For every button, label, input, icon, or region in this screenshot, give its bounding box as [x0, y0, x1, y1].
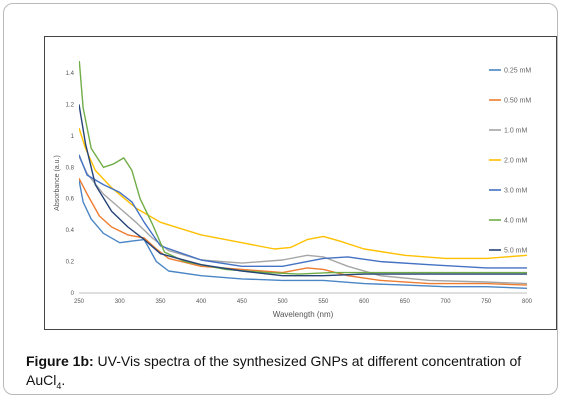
legend-label: 3.0 mM [504, 188, 528, 195]
x-tick-label: 400 [196, 299, 207, 305]
x-tick-label: 350 [155, 299, 166, 305]
legend-label: 2.0 mM [504, 158, 528, 165]
series-line-2 [79, 156, 528, 285]
uv-vis-chart: 250 300 350 400 450 500 550 600 650 700 750 800 0 0.2… [54, 61, 533, 319]
y-tick-label: 0.6 [66, 197, 75, 203]
y-tick-label: 0 [71, 291, 75, 297]
legend-label: 5.0 mM [504, 248, 528, 255]
x-tick-label: 800 [522, 299, 533, 305]
y-tick-label: 0.2 [66, 260, 75, 266]
series-line-0 [79, 179, 528, 289]
x-tick-label: 550 [318, 299, 329, 305]
series-line-4 [79, 154, 527, 269]
caption-period: . [61, 372, 66, 388]
y-axis-title: Absorbance (a.u.) [54, 155, 61, 211]
x-tick-label: 300 [115, 299, 126, 305]
legend-label: 0.50 mM [504, 98, 531, 105]
chart-panel: 250 300 350 400 450 500 550 600 650 700 750 800 0 0.2… [44, 36, 557, 330]
figure-caption: Figure 1b: UV-Vis spectra of the synthes… [26, 352, 552, 396]
legend-label: 4.0 mM [504, 218, 528, 225]
y-tick-label: 0.4 [66, 228, 75, 234]
x-tick-label: 450 [237, 299, 248, 305]
caption-label: Figure 1b: [26, 353, 94, 369]
caption-text: UV-Vis spectra of the synthesized GNPs a… [26, 353, 522, 388]
y-tick-label: 1 [71, 134, 75, 140]
x-tick-label: 250 [74, 299, 85, 305]
x-tick-label: 750 [481, 299, 492, 305]
x-tick-label: 700 [441, 299, 452, 305]
figure-frame: 250 300 350 400 450 500 550 600 650 700 750 800 0 0.2… [3, 3, 558, 395]
y-tick-label: 1.2 [66, 102, 75, 108]
series-line-3 [79, 127, 528, 260]
legend-label: 1.0 mM [504, 128, 528, 135]
y-tick-label: 0.8 [66, 165, 75, 171]
x-tick-label: 500 [278, 299, 289, 305]
series-line-6 [79, 104, 527, 277]
x-axis-title: Wavelength (nm) [273, 310, 334, 319]
series-line-5 [79, 61, 527, 275]
x-tick-label: 650 [400, 299, 411, 305]
y-tick-label: 1.4 [66, 71, 75, 77]
legend-label: 0.25 mM [504, 68, 531, 75]
caption-subscript: 4 [56, 381, 62, 391]
x-tick-label: 600 [359, 299, 370, 305]
